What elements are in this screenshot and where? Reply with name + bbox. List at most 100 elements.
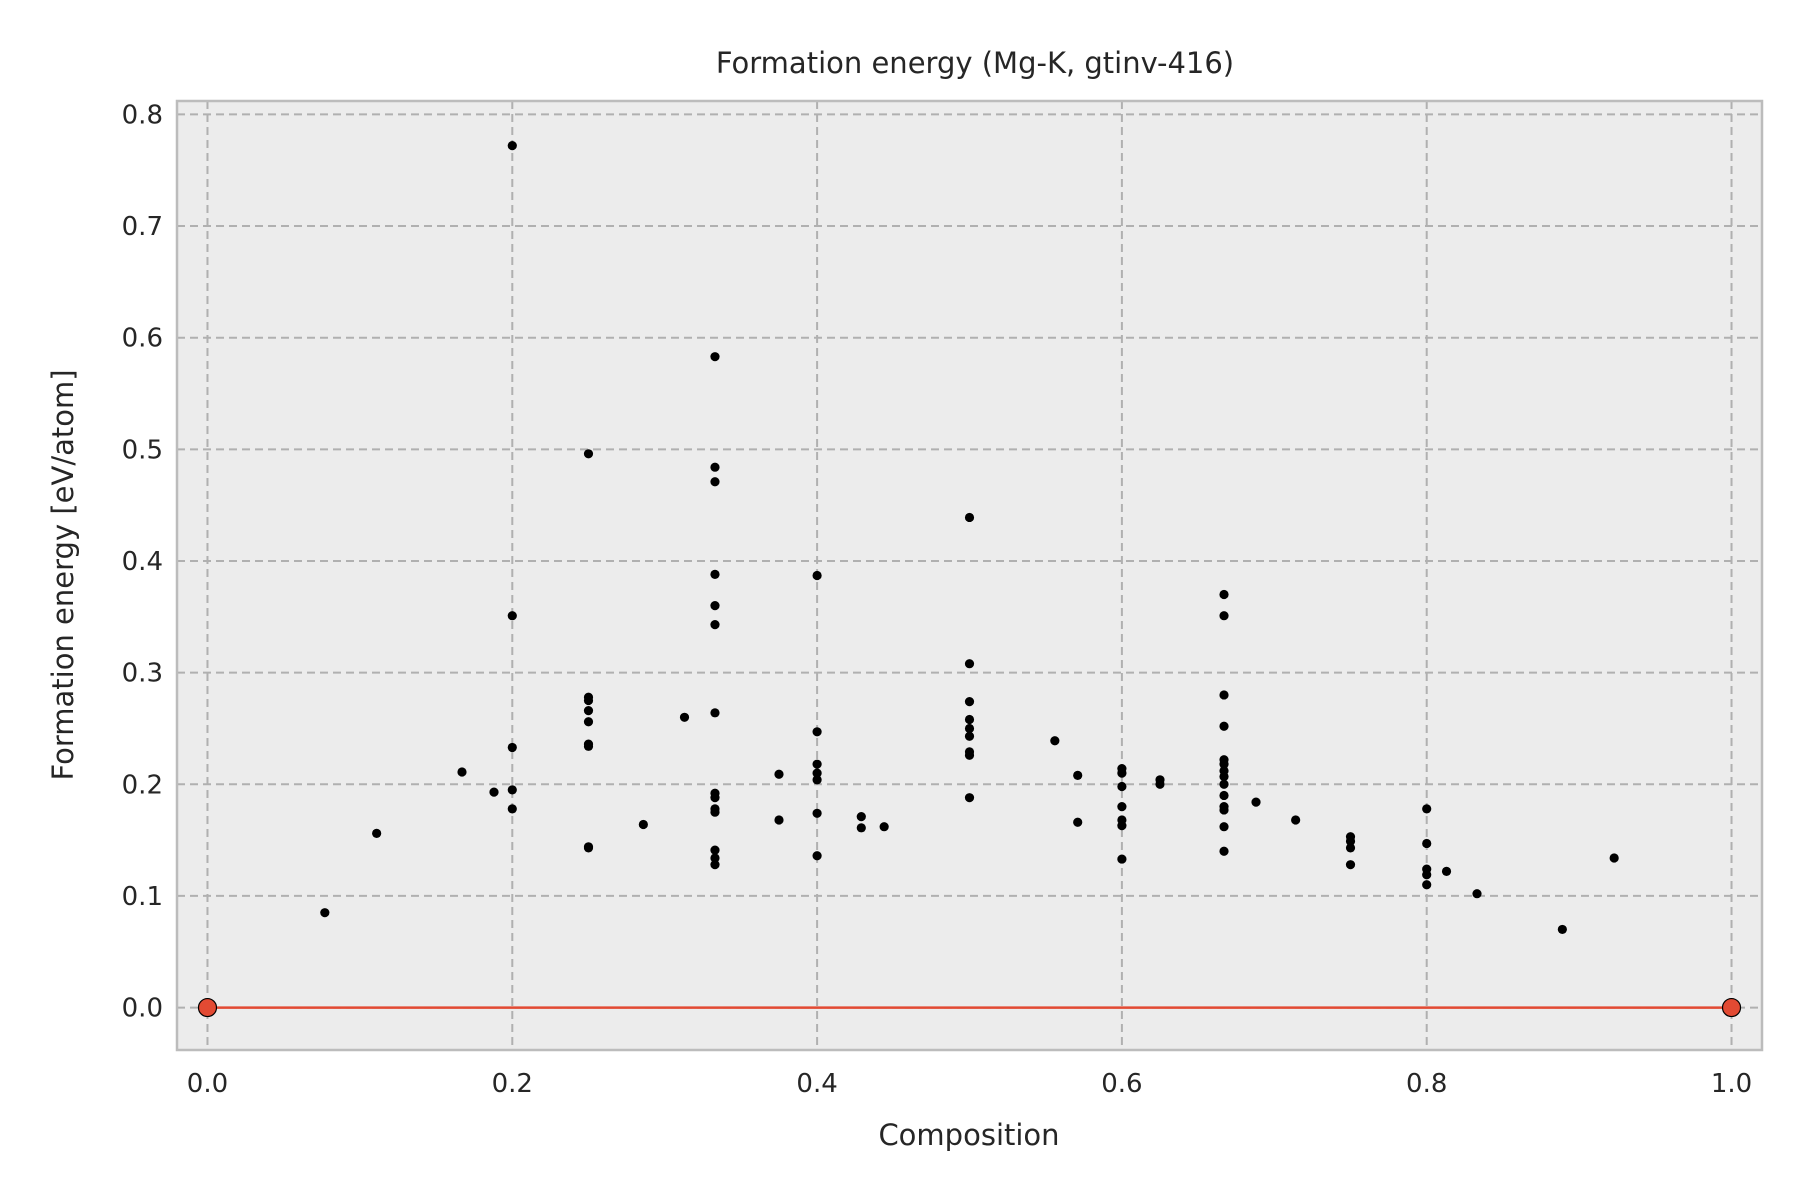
data-point [1050, 736, 1060, 746]
y-tick-label: 0.6 [122, 324, 163, 354]
data-point [710, 860, 720, 870]
data-point [812, 768, 822, 778]
data-point [710, 807, 720, 817]
data-point [964, 793, 975, 803]
data-point [583, 695, 594, 706]
data-point [964, 731, 975, 741]
data-point [1422, 804, 1432, 814]
hull-point [1721, 997, 1742, 1018]
data-point [1219, 846, 1229, 856]
data-point [679, 712, 690, 722]
x-tick-label: 0.8 [1406, 1069, 1447, 1099]
data-point [1422, 880, 1432, 890]
data-point [812, 727, 822, 737]
data-point [1251, 797, 1261, 807]
data-point [583, 741, 594, 751]
data-point [320, 908, 330, 918]
data-point [1345, 836, 1356, 846]
data-point [1219, 771, 1229, 782]
data-point [507, 141, 517, 151]
x-ticks: 0.0 0.2 0.4 0.6 0.8 1.0 [187, 1069, 1752, 1099]
hull-point [197, 997, 218, 1018]
data-point [1609, 853, 1619, 863]
data-point [710, 352, 720, 362]
data-point [1422, 838, 1432, 849]
data-points [320, 141, 1619, 935]
data-point [812, 775, 822, 785]
data-point [507, 785, 517, 795]
data-point [964, 512, 975, 523]
data-point [856, 812, 866, 822]
data-point [710, 853, 720, 863]
data-point [1073, 817, 1083, 827]
data-point [638, 819, 648, 830]
data-point [1117, 854, 1127, 864]
x-tick-label: 0.6 [1101, 1069, 1142, 1099]
data-point [812, 570, 822, 581]
data-point [1117, 820, 1127, 831]
data-point [1219, 790, 1229, 801]
data-point [1219, 721, 1229, 731]
data-point [710, 793, 720, 803]
data-point [1557, 924, 1567, 935]
data-point [774, 769, 784, 779]
data-point [964, 750, 975, 760]
data-point [710, 569, 720, 579]
data-point [1441, 866, 1452, 876]
data-point [583, 843, 594, 853]
data-point [1219, 779, 1229, 789]
y-tick-label: 0.3 [122, 659, 163, 689]
data-point [812, 851, 822, 861]
data-point [964, 697, 975, 707]
data-point [964, 714, 975, 725]
y-tick-label: 0.2 [122, 770, 163, 800]
x-tick-label: 1.0 [1711, 1069, 1752, 1099]
data-point [710, 462, 720, 472]
plot-frame [175, 99, 1764, 1052]
hull-points [197, 997, 1742, 1018]
data-point [1219, 805, 1229, 815]
y-tick-label: 0.5 [122, 435, 163, 465]
y-tick-label: 0.4 [122, 547, 163, 577]
y-ticks: 0.0 0.1 0.2 0.3 0.4 0.5 0.6 0.7 0.8 [122, 100, 163, 1023]
data-point [964, 659, 975, 669]
data-point [507, 611, 517, 621]
data-point [583, 717, 594, 727]
data-point [489, 787, 499, 797]
data-point [710, 845, 720, 855]
data-point [812, 759, 822, 769]
data-point [1219, 589, 1229, 600]
y-axis-label: Formation energy [eV/atom] [46, 369, 80, 780]
data-point [1117, 802, 1127, 812]
y-tick-label: 0.8 [122, 100, 163, 130]
data-point [710, 708, 720, 718]
data-point [507, 742, 517, 753]
data-point [1155, 779, 1165, 789]
data-point [879, 822, 889, 832]
data-point [774, 815, 784, 825]
data-point [1117, 768, 1127, 778]
data-point [710, 620, 720, 630]
data-point [1219, 690, 1229, 700]
x-tick-label: 0.0 [187, 1069, 228, 1099]
data-point [1219, 759, 1229, 769]
data-point [1345, 843, 1356, 853]
chart-title: Formation energy (Mg-K, gtinv-416) [716, 46, 1234, 80]
x-tick-label: 0.2 [492, 1069, 533, 1099]
x-tick-label: 0.4 [796, 1069, 837, 1099]
data-point [583, 705, 594, 716]
data-point [1073, 770, 1083, 780]
data-point [1117, 781, 1127, 792]
data-point [710, 477, 720, 487]
data-point [812, 808, 822, 818]
data-point [372, 828, 382, 839]
y-tick-label: 0.7 [122, 212, 163, 242]
data-point [1422, 870, 1432, 880]
data-point [457, 767, 467, 777]
y-tick-label: 0.1 [122, 882, 163, 912]
data-point [1219, 822, 1229, 832]
data-point [1291, 815, 1301, 825]
data-point [1472, 889, 1482, 899]
data-point [507, 804, 517, 814]
